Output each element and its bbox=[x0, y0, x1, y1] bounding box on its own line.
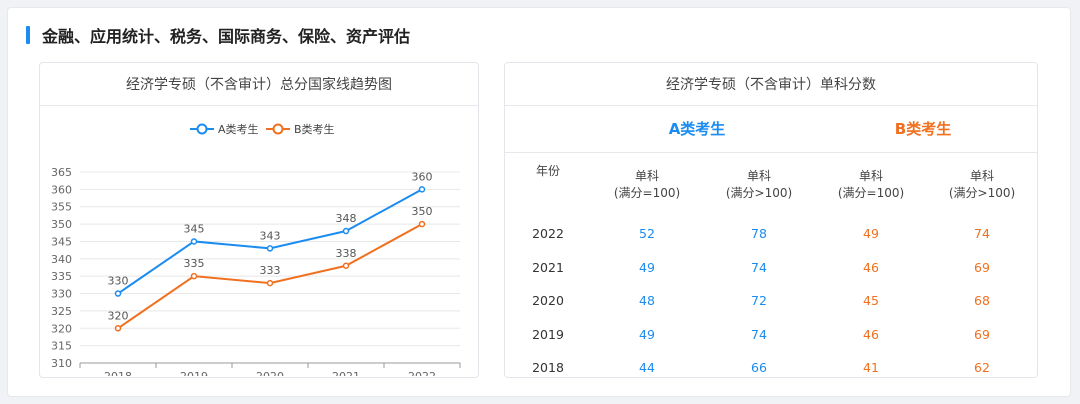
x-tick-label: 2018 bbox=[104, 370, 132, 376]
data-point bbox=[342, 227, 350, 235]
cell-year: 2021 bbox=[532, 259, 564, 275]
table-card: 经济学专硕（不含审计）单科分数 A类考生 B类考生 年份 单科 (满分=100)… bbox=[504, 62, 1038, 378]
data-point bbox=[418, 186, 426, 193]
y-tick-label: 335 bbox=[51, 270, 72, 283]
cell-a2: 78 bbox=[751, 226, 767, 242]
cell-a1: 49 bbox=[639, 259, 655, 275]
legend-label: B类考生 bbox=[294, 122, 335, 136]
data-label: 330 bbox=[108, 275, 129, 288]
column-header-line1: 单科 bbox=[969, 169, 994, 183]
cell-b2: 68 bbox=[974, 293, 990, 309]
x-tick-label: 2021 bbox=[332, 370, 360, 376]
x-tick-label: 2022 bbox=[408, 370, 436, 376]
cell-year: 2019 bbox=[532, 326, 564, 342]
column-header-b2: 单科 (满分>100) bbox=[927, 153, 1037, 217]
y-tick-label: 325 bbox=[51, 305, 72, 318]
chart-card: 经济学专硕（不含审计）总分国家线趋势图 310 315 320 325 330 335 34… bbox=[39, 62, 479, 378]
page-panel: 金融、应用统计、税务、国际商务、保险、资产评估 经济学专硕（不含审计）总分国家线… bbox=[7, 7, 1071, 397]
data-label: 333 bbox=[260, 264, 281, 277]
data-point bbox=[266, 245, 274, 252]
y-tick-label: 355 bbox=[51, 201, 72, 214]
y-tick-label: 350 bbox=[51, 218, 72, 231]
table-row: 2022 52 78 49 74 bbox=[505, 217, 1037, 251]
section-title-text: 金融、应用统计、税务、国际商务、保险、资产评估 bbox=[42, 27, 411, 46]
group-label-b: B类考生 bbox=[894, 120, 952, 138]
cell-a1: 44 bbox=[639, 360, 655, 376]
column-header-line1: 单科 bbox=[634, 169, 659, 183]
data-label: 338 bbox=[336, 247, 357, 260]
cell-b2: 74 bbox=[974, 226, 990, 242]
cell-b2: 69 bbox=[974, 259, 990, 275]
y-tick-label: 340 bbox=[51, 253, 72, 266]
cell-a2: 66 bbox=[751, 360, 767, 376]
cell-b1: 49 bbox=[863, 226, 879, 242]
data-point bbox=[190, 272, 198, 280]
section-title-accent-bar bbox=[26, 26, 30, 44]
y-tick-label: 360 bbox=[51, 183, 72, 196]
cell-b2: 62 bbox=[974, 360, 990, 376]
column-header-line2: (满分=100) bbox=[837, 186, 905, 200]
group-header-row: A类考生 B类考生 bbox=[505, 106, 1037, 153]
cell-a1: 48 bbox=[639, 293, 655, 309]
data-label: 343 bbox=[260, 229, 281, 242]
data-label: 348 bbox=[336, 212, 357, 225]
line-chart: 310 315 320 325 330 335 340 345 350 355 360 365 2018… bbox=[51, 122, 461, 376]
y-tick-label: 365 bbox=[51, 166, 72, 179]
legend-label: A类考生 bbox=[218, 122, 259, 136]
table-title: 经济学专硕（不含审计）单科分数 bbox=[505, 63, 1037, 106]
y-tick-label: 320 bbox=[51, 322, 72, 335]
x-tick-label: 2019 bbox=[180, 370, 208, 376]
cell-b1: 46 bbox=[863, 326, 879, 342]
column-header-b1: 单科 (满分=100) bbox=[815, 153, 927, 217]
cell-b2: 69 bbox=[974, 326, 990, 342]
cell-year: 2022 bbox=[532, 226, 564, 242]
cell-b1: 45 bbox=[863, 293, 879, 309]
y-tick-label: 315 bbox=[51, 340, 72, 353]
data-point bbox=[342, 262, 350, 270]
year-header: 年份 bbox=[535, 164, 560, 178]
legend-marker bbox=[272, 123, 284, 135]
data-point bbox=[190, 238, 198, 245]
column-header-line1: 单科 bbox=[746, 169, 771, 183]
column-header-a1: 单科 (满分=100) bbox=[591, 153, 703, 217]
cell-b1: 41 bbox=[863, 360, 879, 376]
cell-a1: 49 bbox=[639, 326, 655, 342]
table-row: 2021 49 74 46 69 bbox=[505, 251, 1037, 285]
y-tick-label: 310 bbox=[51, 357, 72, 370]
data-label: 335 bbox=[184, 257, 205, 270]
cell-a2: 72 bbox=[751, 293, 767, 309]
data-point bbox=[114, 290, 122, 297]
y-tick-label: 330 bbox=[51, 288, 72, 301]
group-label-a: A类考生 bbox=[668, 120, 726, 138]
cell-b1: 46 bbox=[863, 259, 879, 275]
table-row: 2018 44 66 41 62 bbox=[505, 351, 1037, 385]
data-point bbox=[418, 220, 426, 228]
x-tick-label: 2020 bbox=[256, 370, 284, 376]
data-label: 345 bbox=[184, 222, 205, 235]
y-tick-label: 345 bbox=[51, 235, 72, 248]
column-header-line1: 单科 bbox=[858, 169, 883, 183]
column-header-line2: (满分>100) bbox=[948, 186, 1016, 200]
cell-a2: 74 bbox=[751, 326, 767, 342]
scores-table: 年份 单科 (满分=100) 单科 (满分>100) 单科 (满分=100) bbox=[505, 153, 1037, 385]
data-point bbox=[114, 325, 122, 332]
data-label: 320 bbox=[108, 309, 129, 322]
cell-a2: 74 bbox=[751, 259, 767, 275]
data-point bbox=[266, 279, 274, 287]
cell-year: 2020 bbox=[532, 293, 564, 309]
legend-marker bbox=[196, 123, 208, 135]
data-label: 350 bbox=[412, 205, 433, 218]
column-header-line2: (满分>100) bbox=[725, 186, 793, 200]
table-row: 2020 48 72 45 68 bbox=[505, 284, 1037, 318]
table-header-row: 年份 单科 (满分=100) 单科 (满分>100) 单科 (满分=100) bbox=[505, 153, 1037, 217]
column-header-a2: 单科 (满分>100) bbox=[703, 153, 815, 217]
data-label: 360 bbox=[412, 170, 433, 183]
cell-year: 2018 bbox=[532, 360, 564, 376]
table-row: 2019 49 74 46 69 bbox=[505, 318, 1037, 352]
cell-a1: 52 bbox=[639, 226, 655, 242]
section-title: 金融、应用统计、税务、国际商务、保险、资产评估 bbox=[26, 24, 410, 46]
chart-title: 经济学专硕（不含审计）总分国家线趋势图 bbox=[40, 63, 478, 106]
column-header-line2: (满分=100) bbox=[613, 186, 681, 200]
